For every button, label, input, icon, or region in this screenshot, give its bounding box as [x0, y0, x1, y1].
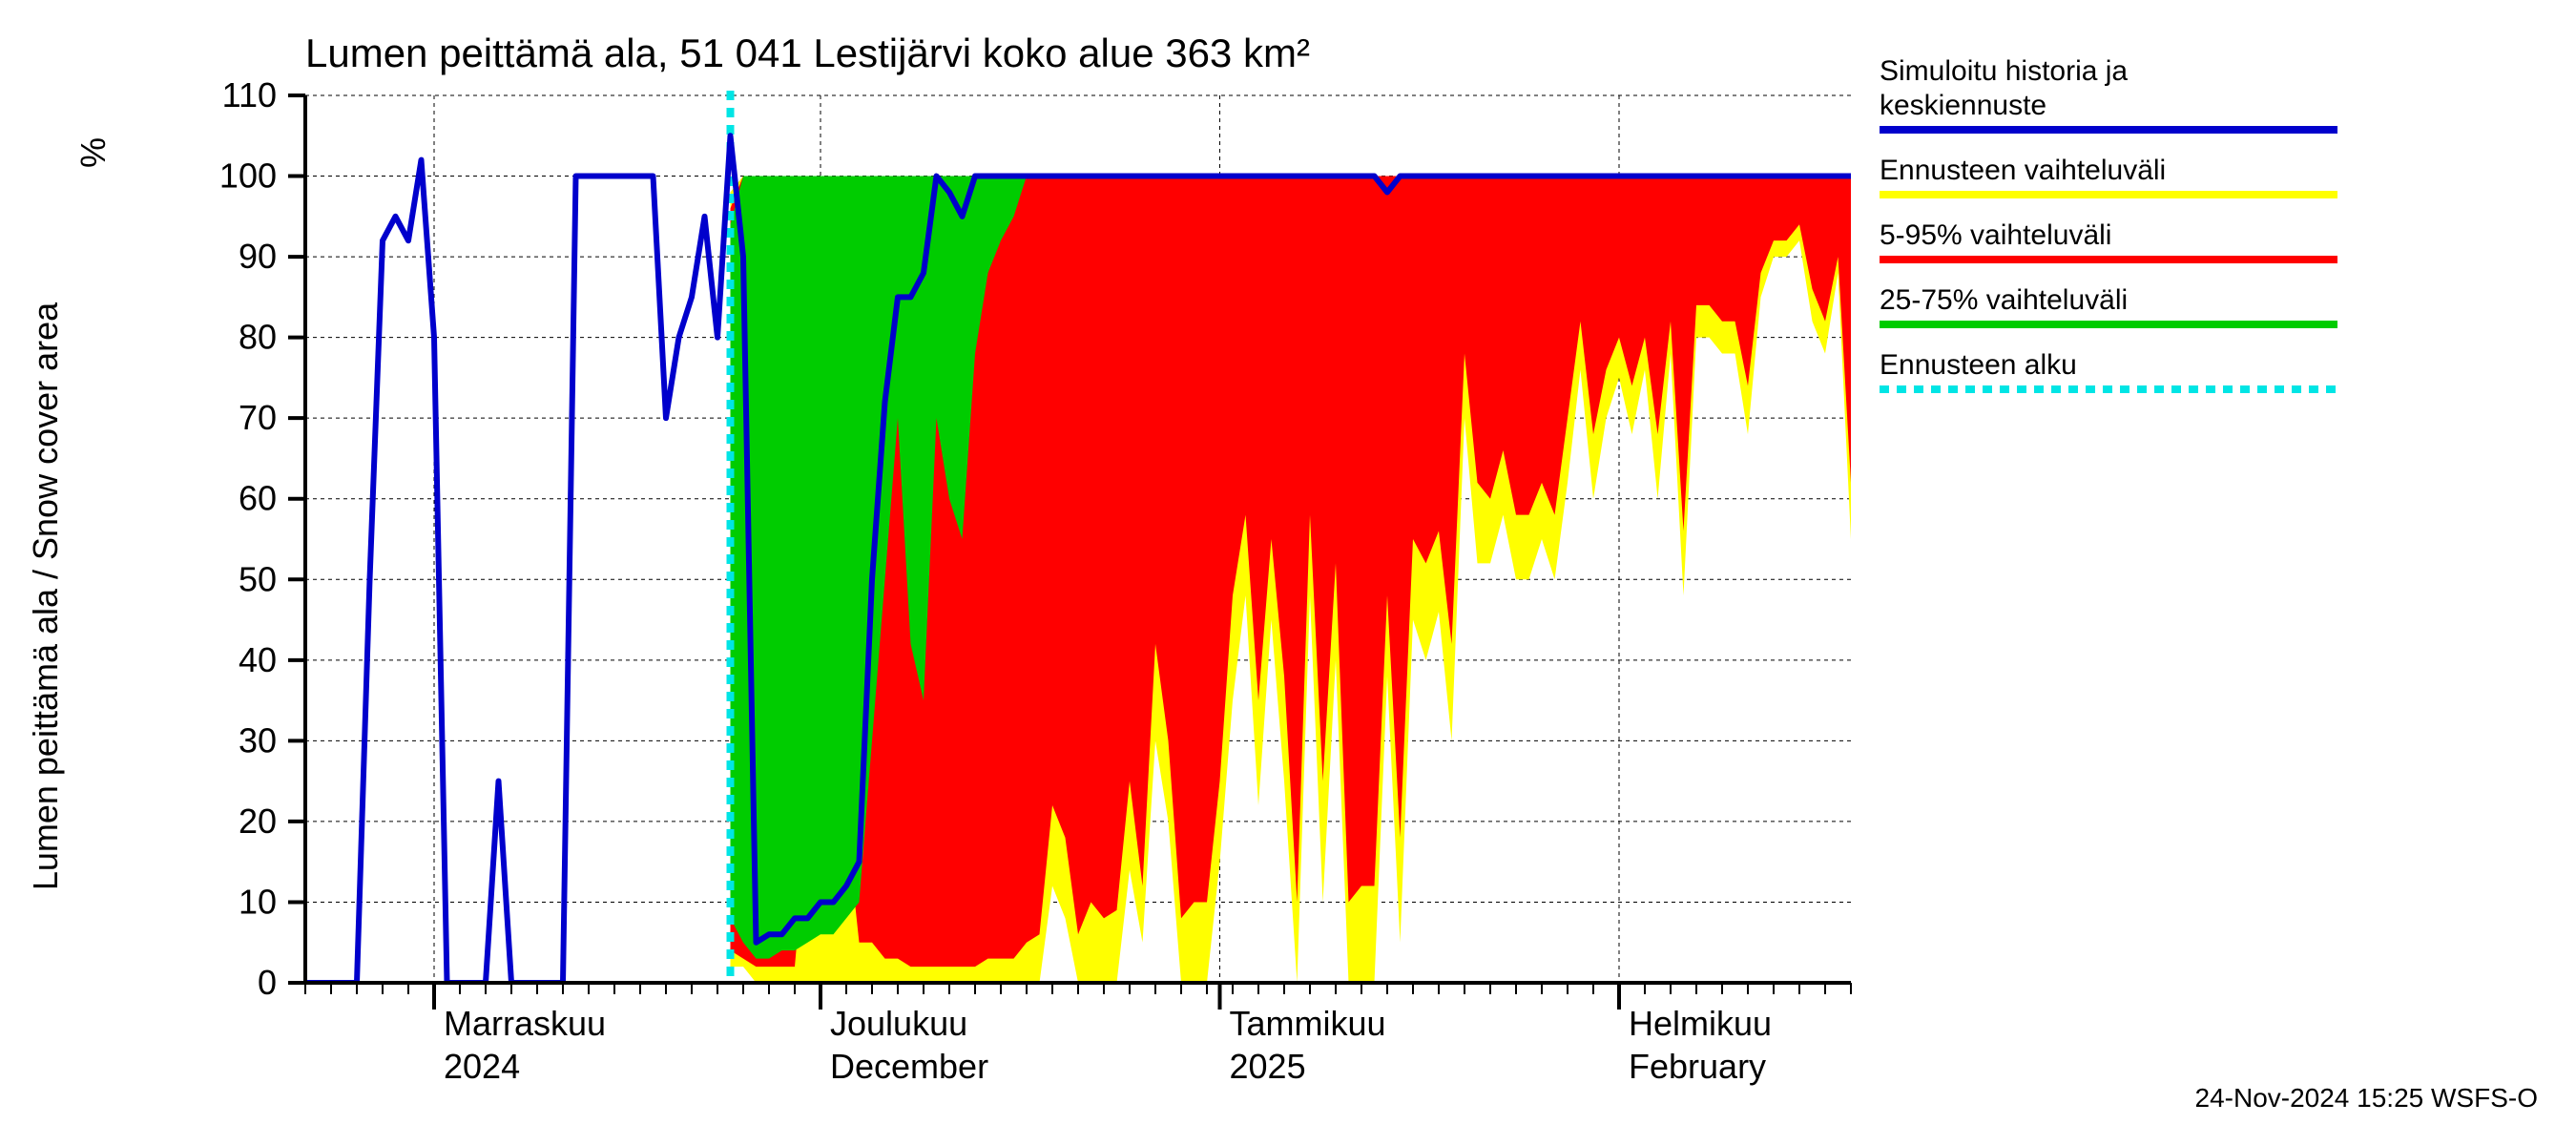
chart-svg: 0 10 20 30 40 50 60 70 80 90 100 110 Marraskuu 2024 Jo…: [0, 0, 2576, 1145]
footer-timestamp: 24-Nov-2024 15:25 WSFS-O: [2195, 1083, 2539, 1113]
y-tick-label: 110: [222, 75, 277, 114]
y-axis-label: Lumen peittämä ala / Snow cover area: [26, 302, 65, 890]
y-tick-label: 80: [239, 318, 277, 357]
x-month-sublabel: 2024: [444, 1047, 520, 1086]
x-month-label: Tammikuu: [1230, 1004, 1386, 1043]
snow-cover-chart: 0 10 20 30 40 50 60 70 80 90 100 110 Marraskuu 2024 Jo…: [0, 0, 2576, 1145]
legend-label: Simuloitu historia ja: [1880, 55, 2128, 87]
chart-title: Lumen peittämä ala, 51 041 Lestijärvi ko…: [305, 31, 1310, 75]
legend-label: 25-75% vaihteluväli: [1880, 284, 2128, 316]
x-month-sublabel: 2025: [1230, 1047, 1306, 1086]
y-tick-label: 70: [239, 398, 277, 437]
y-tick-label: 60: [239, 479, 277, 518]
y-tick-label: 50: [239, 559, 277, 598]
y-tick-label: 30: [239, 720, 277, 760]
x-month-sublabel: December: [830, 1047, 988, 1086]
x-month-label: Marraskuu: [444, 1004, 606, 1043]
y-tick-label: 90: [239, 237, 277, 276]
legend-label: keskiennuste: [1880, 90, 2046, 121]
legend-label: Ennusteen vaihteluväli: [1880, 155, 2166, 186]
y-tick-label: 10: [239, 882, 277, 921]
x-month-label: Helmikuu: [1629, 1004, 1772, 1043]
y-tick-label: 100: [219, 156, 277, 196]
y-tick-label: 20: [239, 802, 277, 841]
x-month-label: Joulukuu: [830, 1004, 967, 1043]
y-tick-label: 0: [258, 963, 277, 1002]
y-axis-unit: %: [73, 137, 113, 168]
y-tick-label: 40: [239, 640, 277, 679]
x-month-sublabel: February: [1629, 1047, 1766, 1086]
legend-label: 5-95% vaihteluväli: [1880, 219, 2111, 251]
legend-label: Ennusteen alku: [1880, 349, 2077, 381]
